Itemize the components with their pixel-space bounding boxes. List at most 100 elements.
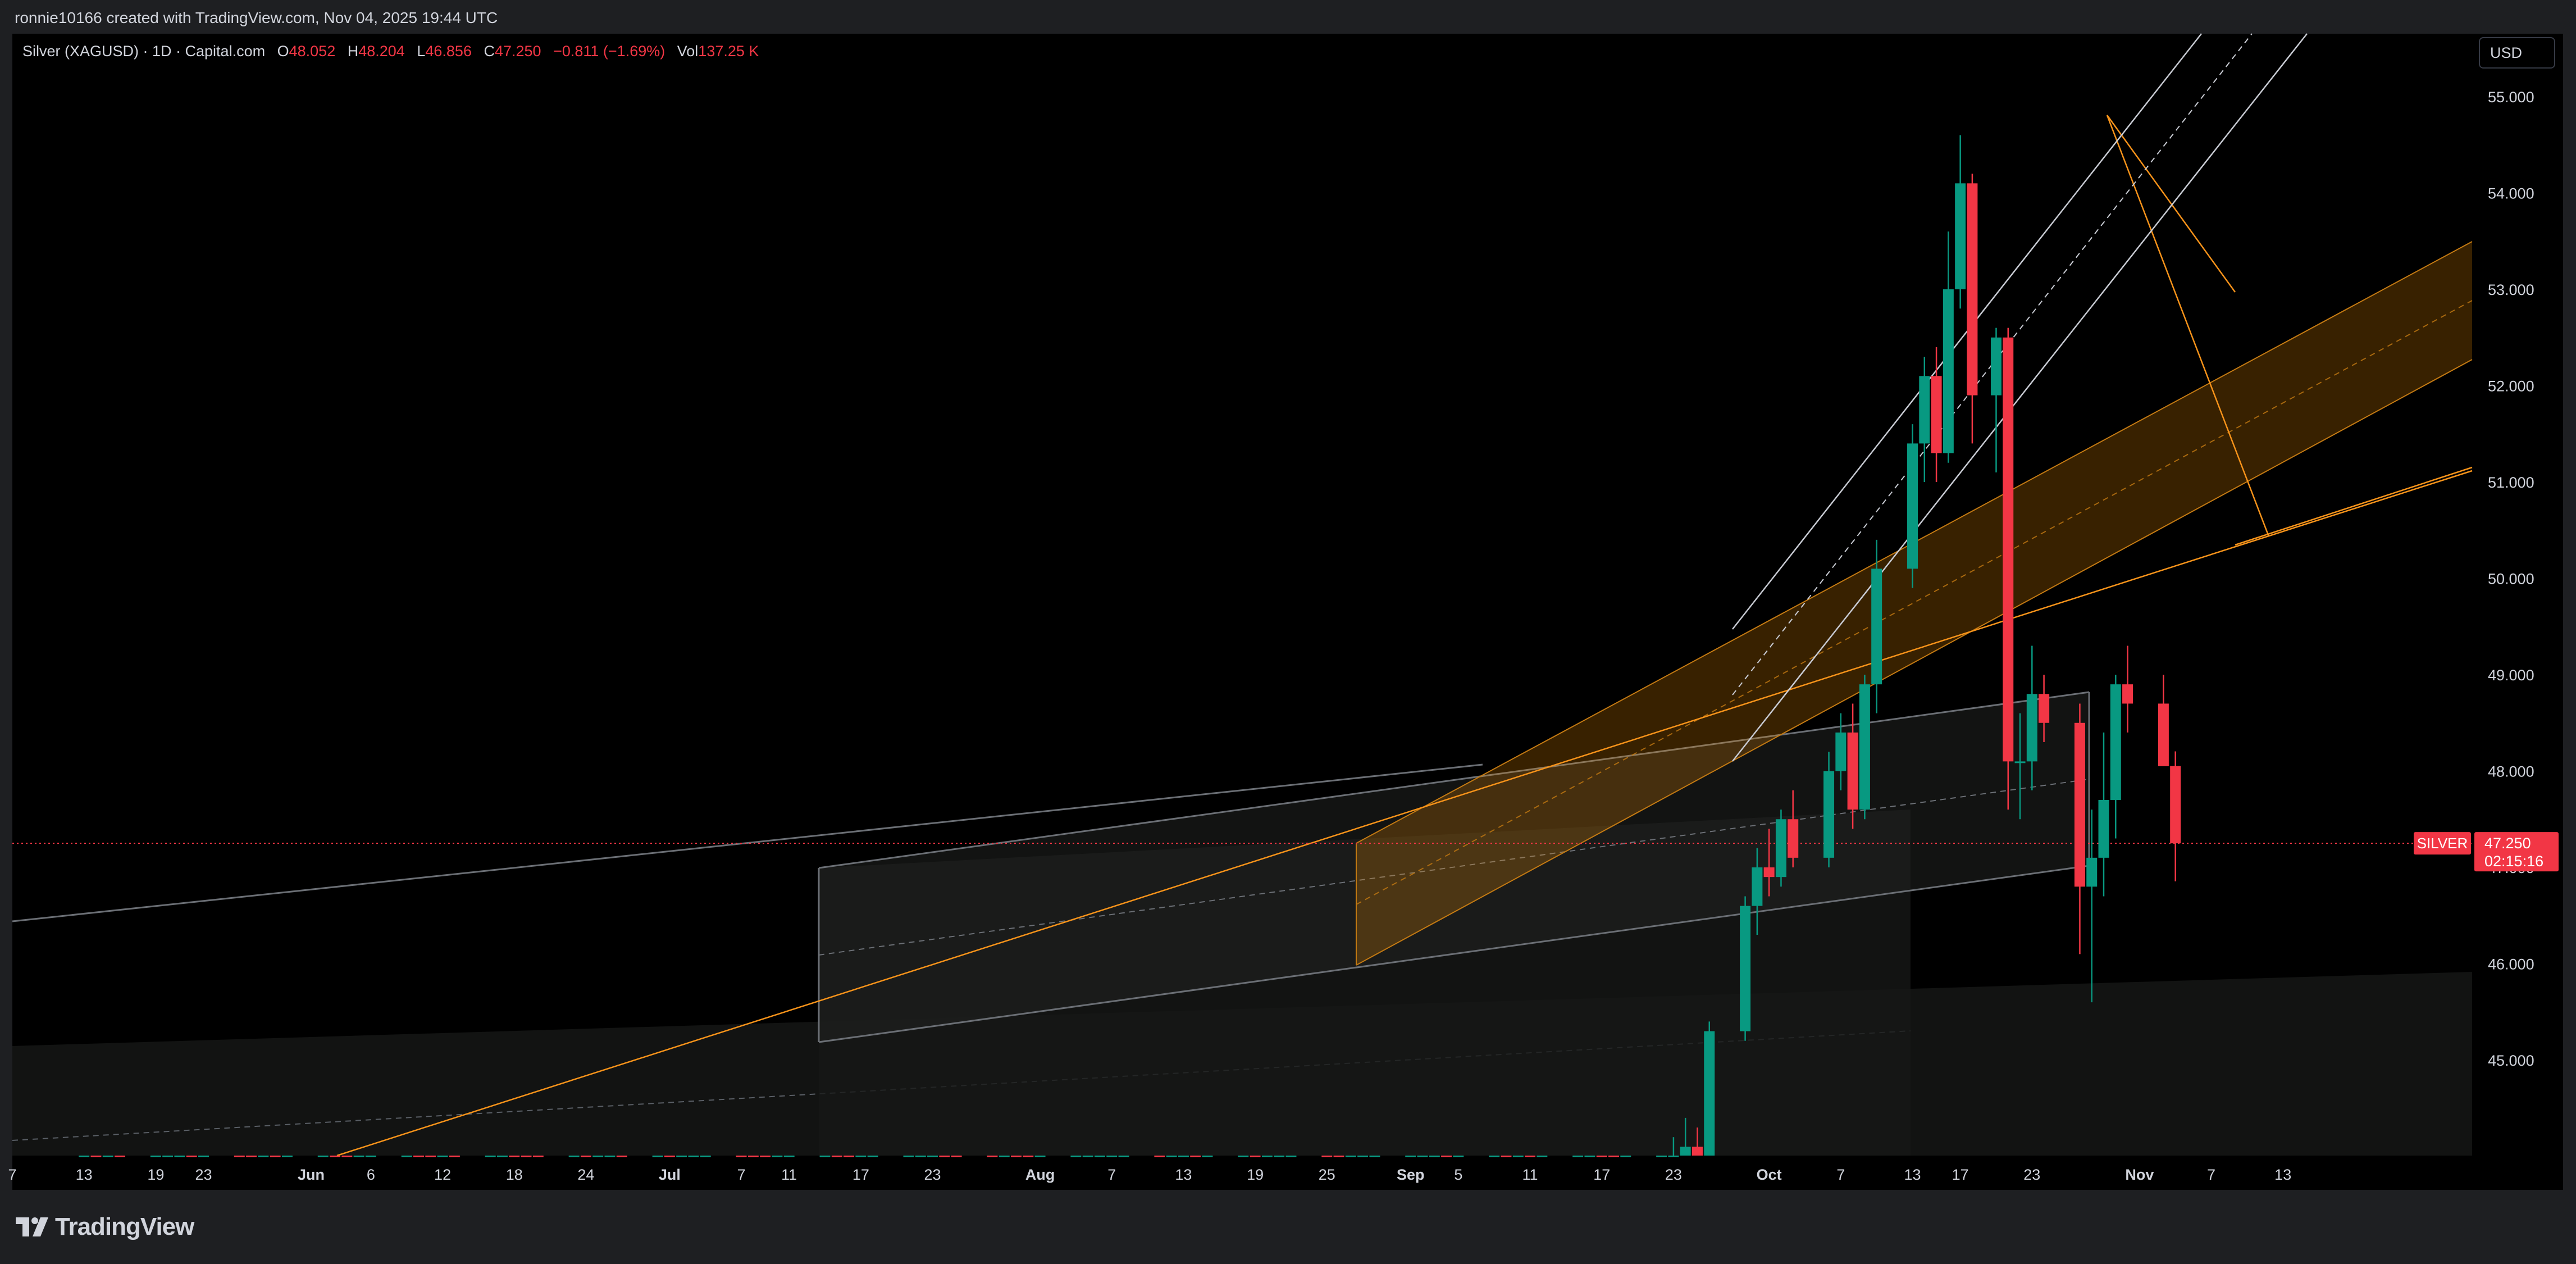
orange-trendline	[336, 470, 2473, 1157]
candle-body	[1537, 1156, 1548, 1157]
orange-wedge-line-3	[2235, 466, 2473, 546]
candle-body	[401, 1156, 412, 1157]
candle-body	[1668, 1156, 1679, 1157]
volume-value: 137.25 K	[698, 43, 759, 60]
price-axis-tick: 54.000	[2488, 185, 2534, 202]
candle-body	[2170, 766, 2181, 844]
footer	[0, 1190, 2576, 1264]
symbol-title[interactable]: Silver (XAGUSD) · 1D · Capital.com	[22, 43, 266, 60]
candle-body	[1907, 443, 1918, 569]
candle-body	[831, 1156, 842, 1157]
candle-body	[234, 1156, 245, 1157]
candle-body	[1692, 1147, 1703, 1156]
candle-body	[616, 1156, 627, 1157]
currency-button[interactable]: USD	[2479, 37, 2555, 69]
candle	[1990, 328, 2001, 472]
tradingview-logo[interactable]: TradingView	[16, 1213, 194, 1240]
candle	[819, 1156, 831, 1157]
candle	[1178, 1156, 1189, 1157]
candle	[1907, 424, 1918, 588]
candle-body	[844, 1156, 855, 1157]
candle	[1656, 1156, 1667, 1157]
candle	[401, 1156, 412, 1157]
candle-body	[2110, 684, 2121, 800]
candle-body	[1154, 1156, 1165, 1157]
price-axis-tick: 55.000	[2488, 89, 2534, 106]
candle-body	[927, 1156, 938, 1157]
candle-body	[987, 1156, 998, 1157]
price-axis-tick: 51.000	[2488, 474, 2534, 491]
candle	[509, 1156, 520, 1157]
candle	[568, 1156, 580, 1157]
candle-body	[1608, 1156, 1620, 1157]
price-marker-box	[2474, 832, 2559, 872]
candle	[1417, 1156, 1428, 1157]
candle-body	[115, 1156, 126, 1157]
candle-body	[1752, 867, 1763, 906]
time-axis-tick: 7	[2207, 1166, 2215, 1183]
candle-body	[270, 1156, 281, 1157]
candle	[1082, 1156, 1093, 1157]
candle	[496, 1156, 508, 1157]
candle-body	[1453, 1156, 1464, 1157]
candle-body	[1775, 819, 1786, 877]
candle-body	[1118, 1156, 1129, 1157]
candle	[1070, 1156, 1082, 1157]
candle	[1740, 896, 1751, 1041]
candle	[736, 1156, 747, 1157]
time-axis-tick: Jul	[659, 1166, 681, 1183]
low-value: 46.856	[425, 43, 472, 60]
candle	[987, 1156, 998, 1157]
time-axis-tick: 23	[195, 1166, 212, 1183]
price-chart[interactable]: 45.00046.00047.00048.00049.00050.00051.0…	[0, 0, 2576, 1190]
candle-body	[2122, 684, 2133, 704]
time-axis-tick: 23	[1665, 1166, 1682, 1183]
tradingview-logo-text: TradingView	[55, 1213, 194, 1240]
candle	[1584, 1156, 1595, 1157]
price-marker-name-box	[2414, 832, 2471, 855]
candle	[1620, 1156, 1631, 1157]
candle-body	[521, 1156, 532, 1157]
candle	[317, 1156, 329, 1157]
candle	[1118, 1156, 1129, 1157]
candle-body	[1859, 684, 1870, 810]
candle	[2039, 675, 2050, 743]
candle-body	[1369, 1156, 1380, 1157]
candle	[1668, 1137, 1679, 1157]
candle	[270, 1156, 281, 1157]
candle-body	[688, 1156, 699, 1157]
candle	[592, 1156, 604, 1157]
change-value: −0.811 (−1.69%)	[553, 43, 665, 60]
candle-body	[1345, 1156, 1356, 1157]
candle-body	[317, 1156, 329, 1157]
candle	[1775, 810, 1786, 887]
candle	[150, 1156, 161, 1157]
price-axis[interactable]: 45.00046.00047.00048.00049.00050.00051.0…	[2488, 89, 2534, 1069]
time-axis-tick: 5	[1454, 1166, 1462, 1183]
candle-body	[365, 1156, 376, 1157]
candle	[1943, 231, 1954, 463]
candle-body	[1285, 1156, 1297, 1157]
candle	[102, 1156, 113, 1157]
candle	[772, 1156, 783, 1157]
time-axis-tick: 12	[434, 1166, 451, 1183]
candle	[198, 1156, 209, 1157]
candle	[1369, 1156, 1380, 1157]
candle-body	[1333, 1156, 1344, 1157]
tradingview-logo-icon	[16, 1217, 48, 1236]
candle-body	[939, 1156, 950, 1157]
candle-body	[2158, 703, 2169, 766]
candle-body	[150, 1156, 161, 1157]
candle	[1034, 1156, 1046, 1157]
candle-body	[341, 1156, 353, 1157]
price-axis-tick: 45.000	[2488, 1052, 2534, 1069]
time-axis[interactable]: 7 13 19 23 Jun 6 12 18 24 Jul 7 11 17 23 Aug 7 13 19 25 Sep…	[8, 1166, 2291, 1183]
candle	[1333, 1156, 1344, 1157]
candle-body	[1680, 1147, 1691, 1156]
price-axis-tick: 50.000	[2488, 571, 2534, 588]
candle	[79, 1156, 90, 1157]
candle-body	[772, 1156, 783, 1157]
candle	[1525, 1156, 1536, 1157]
candle	[1023, 1156, 1034, 1157]
candle-body	[700, 1156, 711, 1157]
